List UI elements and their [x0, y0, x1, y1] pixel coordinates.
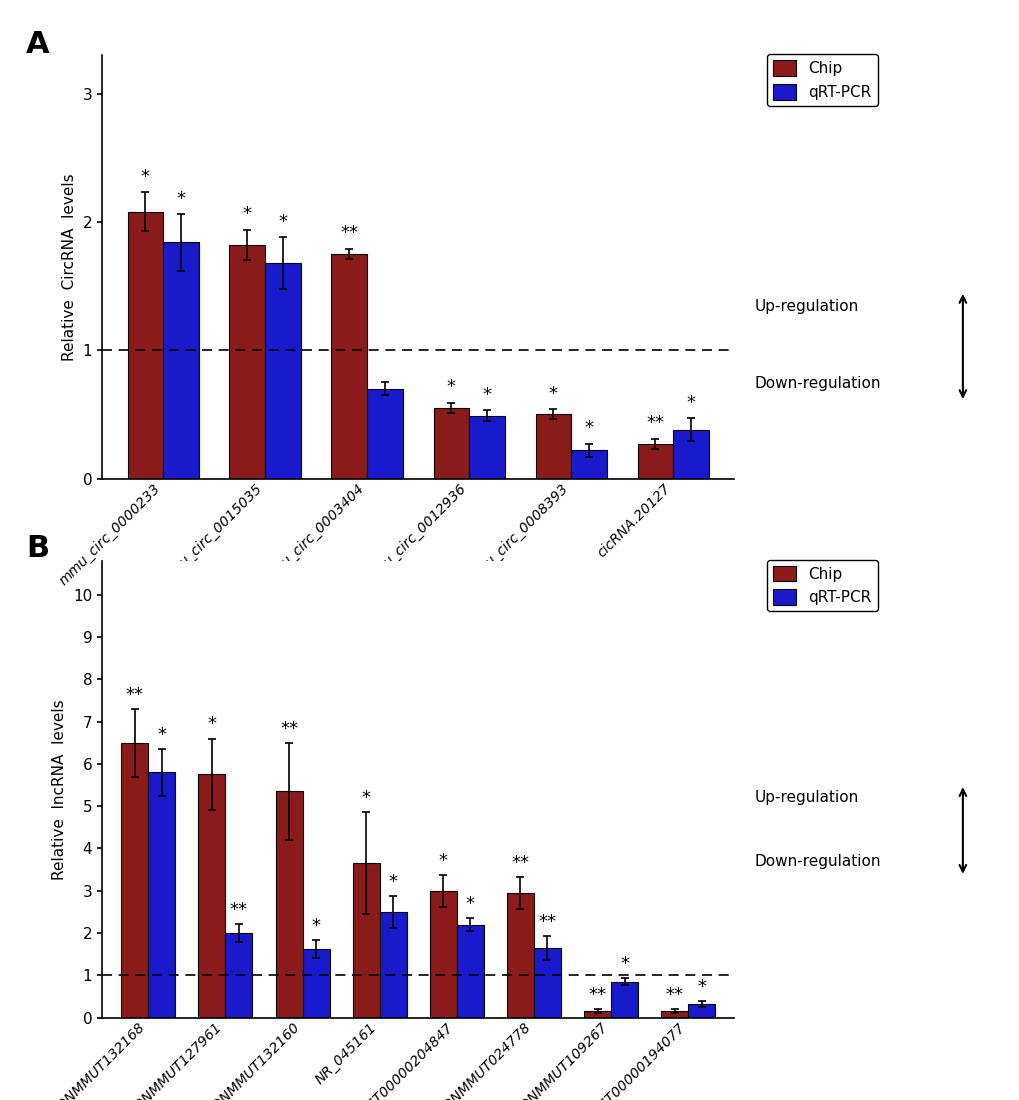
Text: *: *	[311, 916, 320, 935]
Text: Down-regulation: Down-regulation	[753, 854, 879, 869]
Bar	[457, 924, 483, 1018]
Bar	[379, 912, 407, 1018]
Text: **: **	[340, 224, 358, 242]
Text: *: *	[176, 189, 185, 208]
Text: **: **	[588, 986, 606, 1004]
Text: **: **	[125, 686, 144, 704]
Bar	[584, 1011, 610, 1018]
Text: Down-regulation: Down-regulation	[753, 376, 879, 390]
Bar	[571, 450, 606, 478]
Legend: Chip, qRT-PCR: Chip, qRT-PCR	[766, 54, 877, 106]
Text: *: *	[388, 872, 397, 891]
Bar	[121, 742, 148, 1018]
Text: *: *	[438, 851, 447, 870]
Bar	[163, 242, 199, 478]
Text: *: *	[243, 205, 252, 223]
Text: *: *	[362, 790, 370, 807]
Bar	[535, 415, 571, 478]
Text: *: *	[207, 715, 216, 734]
Text: *: *	[696, 978, 705, 996]
Text: *: *	[278, 212, 287, 231]
Text: Up-regulation: Up-regulation	[753, 790, 858, 805]
Text: B: B	[26, 534, 49, 562]
Text: **: **	[511, 854, 529, 871]
Text: *: *	[141, 168, 150, 186]
Y-axis label: Relative  CircRNA  levels: Relative CircRNA levels	[62, 173, 76, 361]
Text: *: *	[584, 419, 593, 438]
Bar	[331, 254, 367, 478]
Bar	[429, 891, 457, 1018]
Bar	[127, 211, 163, 478]
Text: **: **	[280, 719, 298, 738]
Bar	[367, 388, 403, 478]
Bar	[353, 864, 379, 1018]
Text: **: **	[538, 913, 555, 931]
Text: *: *	[686, 394, 695, 411]
Text: *: *	[548, 385, 557, 403]
Text: *: *	[466, 895, 474, 913]
Bar	[637, 444, 673, 478]
Text: *: *	[157, 726, 166, 744]
Text: **: **	[665, 986, 683, 1004]
Bar	[610, 981, 637, 1018]
Text: A: A	[26, 30, 50, 58]
Bar	[506, 893, 533, 1018]
Legend: Chip, qRT-PCR: Chip, qRT-PCR	[766, 560, 877, 612]
Bar	[225, 933, 252, 1018]
Bar	[229, 245, 265, 478]
Bar	[469, 416, 504, 478]
Bar	[199, 774, 225, 1018]
Bar	[433, 408, 469, 478]
Text: Up-regulation: Up-regulation	[753, 299, 858, 315]
Text: *: *	[446, 378, 455, 396]
Text: **: **	[229, 901, 248, 918]
Y-axis label: Relative  lncRNA  levels: Relative lncRNA levels	[52, 698, 67, 880]
Bar	[265, 263, 301, 478]
Bar	[148, 772, 175, 1018]
Bar	[303, 949, 329, 1018]
Bar	[688, 1003, 714, 1018]
Bar	[533, 948, 560, 1018]
Bar	[673, 430, 708, 478]
Bar	[660, 1011, 688, 1018]
Text: *: *	[482, 386, 491, 404]
Bar	[275, 791, 303, 1018]
Text: *: *	[620, 955, 629, 974]
Text: **: **	[646, 415, 663, 432]
